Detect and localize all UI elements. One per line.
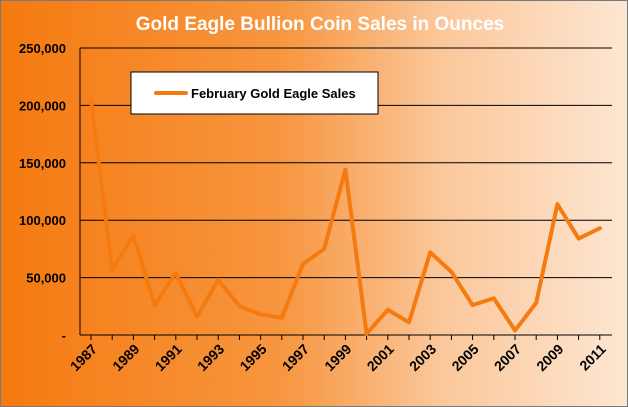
y-tick-label: 150,000 bbox=[19, 156, 66, 171]
x-tick-label: 2011 bbox=[576, 341, 609, 374]
x-tick-label: 1989 bbox=[109, 341, 142, 374]
x-tick-label: 1995 bbox=[236, 341, 269, 374]
x-tick-label: 1987 bbox=[67, 341, 100, 374]
grid-layer bbox=[80, 47, 612, 279]
chart-title: Gold Eagle Bullion Coin Sales in Ounces bbox=[136, 14, 504, 35]
y-tick-label: 200,000 bbox=[19, 98, 66, 113]
series-layer bbox=[89, 97, 602, 336]
x-tick-label: 1999 bbox=[321, 341, 354, 374]
x-tick-label: 1997 bbox=[279, 341, 312, 374]
x-tick-label: 2007 bbox=[491, 341, 524, 374]
y-tick-label: - bbox=[62, 328, 66, 343]
x-tick-label: 2009 bbox=[533, 341, 566, 374]
y-tick-label: 100,000 bbox=[19, 213, 66, 228]
x-tick-label: 2001 bbox=[364, 341, 397, 374]
legend-label: February Gold Eagle Sales bbox=[191, 86, 356, 101]
x-tick-label: 2005 bbox=[448, 341, 481, 374]
legend: February Gold Eagle Sales bbox=[130, 71, 379, 115]
y-tick-label: 250,000 bbox=[19, 41, 66, 56]
x-tick-label: 2003 bbox=[406, 341, 439, 374]
x-tick-label: 1993 bbox=[194, 341, 227, 374]
y-tick-label: 50,000 bbox=[26, 271, 66, 286]
series-line bbox=[89, 97, 602, 336]
x-tick-label: 1991 bbox=[152, 341, 185, 374]
